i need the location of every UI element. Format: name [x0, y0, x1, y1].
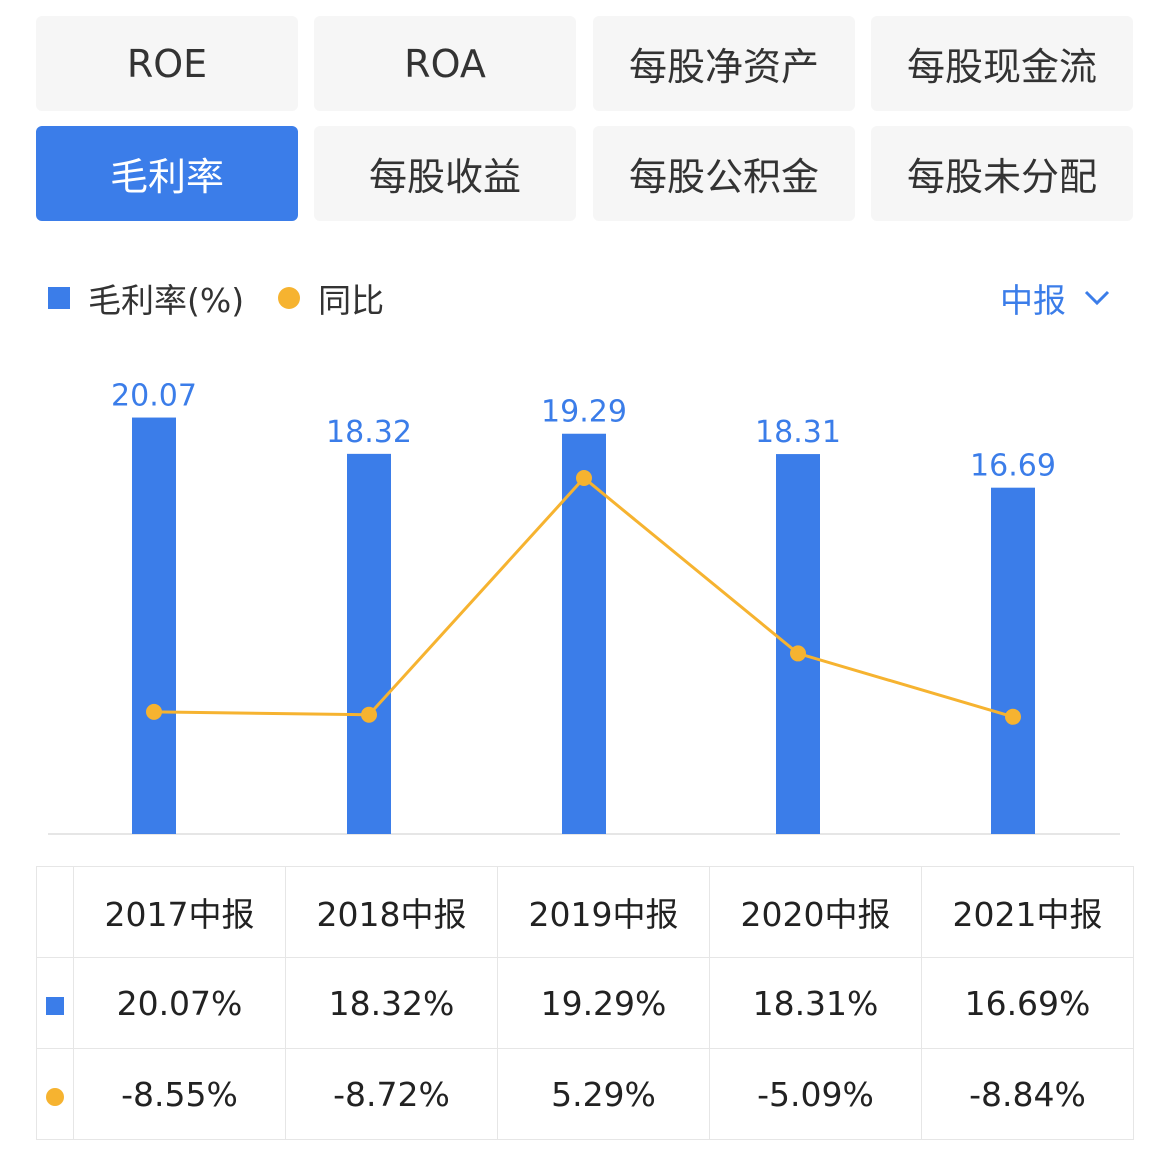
tab-gross-margin[interactable]: 毛利率 [36, 126, 298, 221]
line-legend-swatch [278, 287, 301, 309]
period-selector-label: 中报 [1000, 281, 1066, 320]
bar-value-label: 18.31 [755, 415, 841, 450]
tab-reserve-per-share[interactable]: 每股公积金 [593, 126, 855, 221]
table-cell: -8.84% [921, 1048, 1134, 1140]
line-row-marker [46, 1087, 64, 1106]
line-row-marker-cell [36, 1048, 74, 1140]
bar-value-label: 19.29 [541, 395, 627, 430]
bar-row-marker [46, 996, 64, 1015]
bar-legend-swatch [48, 287, 70, 309]
bar-legend-label: 毛利率(%) [88, 281, 245, 320]
bar-2018中报[interactable] [347, 453, 391, 834]
tab-roe[interactable]: ROE [36, 16, 298, 111]
table-corner-cell [36, 866, 74, 958]
tab-undistributed-per-share[interactable]: 每股未分配 [871, 126, 1133, 221]
table-cell: 18.31% [709, 957, 922, 1049]
tab-net-assets-per-share[interactable]: 每股净资产 [593, 16, 855, 111]
bar-2019中报[interactable] [562, 433, 606, 834]
tab-eps[interactable]: 每股收益 [314, 126, 576, 221]
table-row-yoy: -8.55% -8.72% 5.29% -5.09% -8.84% [36, 1048, 1134, 1140]
table-header-cell: 2018中报 [285, 866, 498, 958]
bar-value-label: 18.32 [326, 415, 412, 450]
table-header-cell: 2019中报 [497, 866, 710, 958]
bar-2020中报[interactable] [776, 454, 820, 834]
table-cell: -5.09% [709, 1048, 922, 1140]
chevron-down-icon [1084, 290, 1110, 306]
chart-legend: 毛利率(%) 同比 [48, 270, 384, 326]
table-cell: 16.69% [921, 957, 1134, 1049]
yoy-series-points [146, 470, 1021, 725]
bar-2021中报[interactable] [991, 487, 1035, 834]
data-table: 2017中报 2018中报 2019中报 2020中报 2021中报 20.07… [36, 866, 1134, 1140]
yoy-point-2017中报[interactable] [146, 703, 162, 720]
tab-roa[interactable]: ROA [314, 16, 576, 111]
bar-2017中报[interactable] [132, 417, 176, 834]
table-cell: 20.07% [73, 957, 286, 1049]
yoy-point-2021中报[interactable] [1005, 708, 1021, 725]
yoy-point-2018中报[interactable] [361, 706, 377, 723]
bar-row-marker-cell [36, 957, 74, 1049]
table-cell: 5.29% [497, 1048, 710, 1140]
table-cell: -8.55% [73, 1048, 286, 1140]
table-header-cell: 2020中报 [709, 866, 922, 958]
bar-value-label: 16.69 [970, 449, 1056, 484]
line-legend-label: 同比 [318, 281, 385, 320]
bar-series [132, 417, 1035, 834]
gross-margin-chart: 20.07 18.32 19.29 18.31 16.69 [48, 379, 1120, 835]
table-header-row: 2017中报 2018中报 2019中报 2020中报 2021中报 [36, 866, 1134, 958]
table-row-gross-margin: 20.07% 18.32% 19.29% 18.31% 16.69% [36, 957, 1134, 1049]
bar-value-labels: 20.07 18.32 19.29 18.31 16.69 [111, 379, 1056, 484]
tab-cash-flow-per-share[interactable]: 每股现金流 [871, 16, 1133, 111]
yoy-point-2019中报[interactable] [576, 470, 592, 486]
yoy-point-2020中报[interactable] [790, 645, 806, 662]
bar-value-label: 20.07 [111, 379, 197, 414]
table-cell: -8.72% [285, 1048, 498, 1140]
table-cell: 19.29% [497, 957, 710, 1049]
table-header-cell: 2017中报 [73, 866, 286, 958]
table-header-cell: 2021中报 [921, 866, 1134, 958]
period-selector[interactable]: 中报 [1000, 270, 1110, 326]
table-cell: 18.32% [285, 957, 498, 1049]
